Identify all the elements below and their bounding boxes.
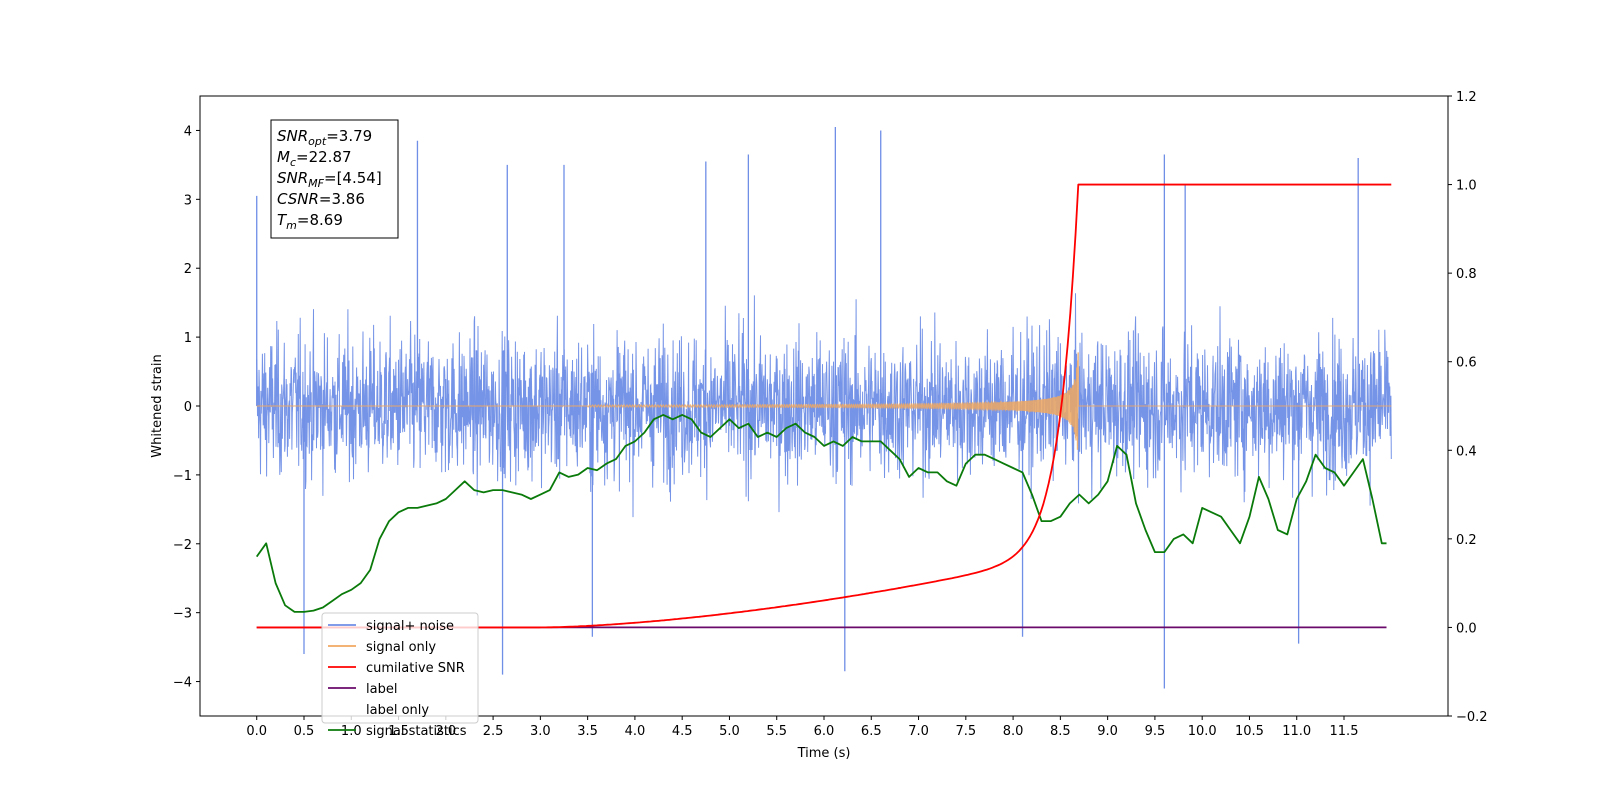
legend-entry-label: label only — [366, 703, 429, 718]
legend-entry-label: label — [366, 682, 397, 697]
x-tick-label: 3.5 — [577, 724, 598, 739]
parameter-annotation-box: SNRopt=3.79Mc=22.87SNRMF=[4.54]CSNR=3.86… — [270, 119, 399, 239]
x-tick-label: 2.0 — [435, 724, 456, 739]
y2-tick-label: 1.0 — [1456, 179, 1477, 194]
y2-tick-label: 0.4 — [1456, 444, 1477, 459]
x-axis-label: Time (s) — [797, 746, 851, 761]
x-tick-label: 11.0 — [1282, 724, 1311, 739]
annotation-line: CSNR=3.86 — [277, 190, 365, 208]
x-tick-label: 1.5 — [388, 724, 409, 739]
x-axis: 0.0 0.5 1.0 1.5 2.0 2.5 3.0 3.5 4.0 4.5 5.0 5.5 6.0 6… — [246, 716, 1358, 739]
x-tick-label: 2.5 — [483, 724, 504, 739]
x-tick-label: 11.5 — [1330, 724, 1359, 739]
y-tick-label: −4 — [173, 676, 192, 691]
x-tick-label: 8.0 — [1003, 724, 1024, 739]
x-tick-label: 5.5 — [766, 724, 787, 739]
y-tick-label: −3 — [173, 607, 192, 622]
x-tick-label: 5.0 — [719, 724, 740, 739]
x-tick-label: 6.0 — [814, 724, 835, 739]
series-signal-noise-line — [256, 293, 1392, 518]
x-tick-label: 4.0 — [625, 724, 646, 739]
legend-frame — [321, 612, 479, 724]
series-cumulative-snr-line — [256, 183, 1392, 629]
y-axis-label: Whitened strain — [150, 354, 165, 457]
x-tick-label: 9.5 — [1145, 724, 1166, 739]
x-tick-label: 9.0 — [1097, 724, 1118, 739]
series-signal-only-line — [256, 352, 1392, 450]
x-tick-label: 0.5 — [294, 724, 315, 739]
y-axis-left: 4 3 2 1 0 −1 −2 −3 −4 — [173, 124, 200, 691]
legend-entry-label: signal only — [366, 640, 436, 655]
y-tick-label: 0 — [184, 400, 192, 415]
y-tick-label: 1 — [184, 331, 192, 346]
x-tick-label: 8.5 — [1050, 724, 1071, 739]
y2-tick-label: 0.0 — [1456, 621, 1477, 636]
x-tick-label: 6.5 — [861, 724, 882, 739]
legend: signal+ noise signal only cumilative SNR la… — [321, 612, 479, 739]
x-tick-label: 7.5 — [955, 724, 976, 739]
y-tick-label: 3 — [184, 193, 192, 208]
legend-entry-label: signal+ noise — [366, 619, 454, 634]
x-tick-label: 3.0 — [530, 724, 551, 739]
annotation-frame — [270, 119, 399, 239]
y-tick-label: 2 — [184, 262, 192, 277]
x-tick-label: 10.0 — [1188, 724, 1217, 739]
annotation-line: SNRMF=[4.54] — [277, 169, 382, 190]
y2-tick-label: 0.8 — [1456, 267, 1477, 282]
annotation-line: Tm=8.69 — [277, 211, 343, 232]
annotation-line: Mc=22.87 — [277, 148, 352, 169]
y2-tick-label: 1.2 — [1456, 90, 1477, 105]
y-axis-right: 1.2 1.0 0.8 0.6 0.4 0.2 0.0 −0.2 — [1448, 90, 1488, 725]
x-tick-label: 7.0 — [908, 724, 929, 739]
legend-entry-label: signal statistics — [366, 724, 467, 739]
y2-tick-label: −0.2 — [1456, 710, 1488, 725]
x-tick-label: 4.5 — [672, 724, 693, 739]
signal-noise-spikes — [256, 127, 1359, 689]
y2-tick-label: 0.2 — [1456, 533, 1477, 548]
y-tick-label: −2 — [173, 538, 192, 553]
annotation-line: SNRopt=3.79 — [277, 127, 372, 148]
x-tick-label: 1.0 — [341, 724, 362, 739]
y2-tick-label: 0.6 — [1456, 356, 1477, 371]
x-tick-label: 10.5 — [1235, 724, 1264, 739]
y-tick-label: −1 — [173, 469, 192, 484]
x-tick-label: 0.0 — [246, 724, 267, 739]
y-tick-label: 4 — [184, 124, 192, 139]
series-signal-statistics-line — [255, 414, 1387, 613]
legend-entry-label: cumilative SNR — [366, 661, 465, 676]
